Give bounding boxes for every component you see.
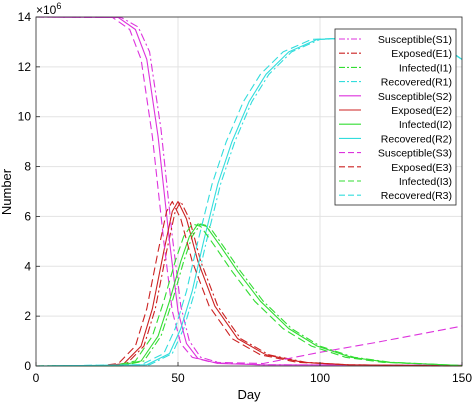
legend-box xyxy=(334,28,457,206)
legend-label-exposed-e2: Exposed(E2) xyxy=(391,105,452,117)
plot-area-frame xyxy=(35,16,463,367)
series-line-recovered-r1 xyxy=(35,36,463,367)
series-line-exposed-e2 xyxy=(36,200,463,367)
series-line-susceptible-s2 xyxy=(35,16,463,366)
y-tick-label: 0 xyxy=(24,359,31,373)
series-line-infected-i3 xyxy=(35,223,463,367)
series-line-infected-i1 xyxy=(35,223,463,367)
y-exponent-label: ×106 xyxy=(36,1,61,17)
legend-label-infected-i2: Infected(I2) xyxy=(399,119,452,131)
x-axis-title: Day xyxy=(237,387,261,402)
legend: Susceptible(S1) Exposed(E1) Infected(I1) Re… xyxy=(334,28,457,206)
y-tick-label: 4 xyxy=(24,259,31,273)
x-tick-label: 0 xyxy=(33,371,40,385)
y-exponent-power: 6 xyxy=(56,1,61,11)
legend-label-recovered-r1: Recovered(R1) xyxy=(381,77,452,89)
y-tick-label: 6 xyxy=(24,209,31,223)
y-exponent-base: ×10 xyxy=(36,3,57,17)
legend-label-infected-i3: Infected(I3) xyxy=(399,176,452,188)
y-tick-label: 10 xyxy=(18,110,32,124)
legend-label-susceptible-s3: Susceptible(S3) xyxy=(378,148,452,160)
y-axis-title: Number xyxy=(0,168,14,215)
legend-label-exposed-e3: Exposed(E3) xyxy=(391,162,452,174)
y-tick-label: 12 xyxy=(18,60,32,74)
legend-label-susceptible-s2: Susceptible(S2) xyxy=(378,91,452,103)
legend-label-recovered-r2: Recovered(R2) xyxy=(381,133,452,145)
y-tick-label: 8 xyxy=(24,160,31,174)
legend-label-infected-i1: Infected(I1) xyxy=(399,62,452,74)
series-line-exposed-e3 xyxy=(36,200,463,367)
legend-label-susceptible-s1: Susceptible(S1) xyxy=(378,34,452,46)
legend-label-exposed-e1: Exposed(E1) xyxy=(391,48,452,60)
series-line-susceptible-s3 xyxy=(35,16,463,365)
y-tick-label: 2 xyxy=(24,309,31,323)
series-line-infected-i2 xyxy=(35,223,463,367)
legend-label-recovered-r3: Recovered(R3) xyxy=(381,190,452,202)
x-tick-label: 150 xyxy=(452,371,472,385)
x-tick-label: 100 xyxy=(310,371,330,385)
y-tick-label: 14 xyxy=(18,10,32,24)
x-tick-label: 50 xyxy=(171,371,185,385)
ticks-layer: 0 50 100 150 0 2 4 6 8 10 12 14 xyxy=(18,10,473,385)
